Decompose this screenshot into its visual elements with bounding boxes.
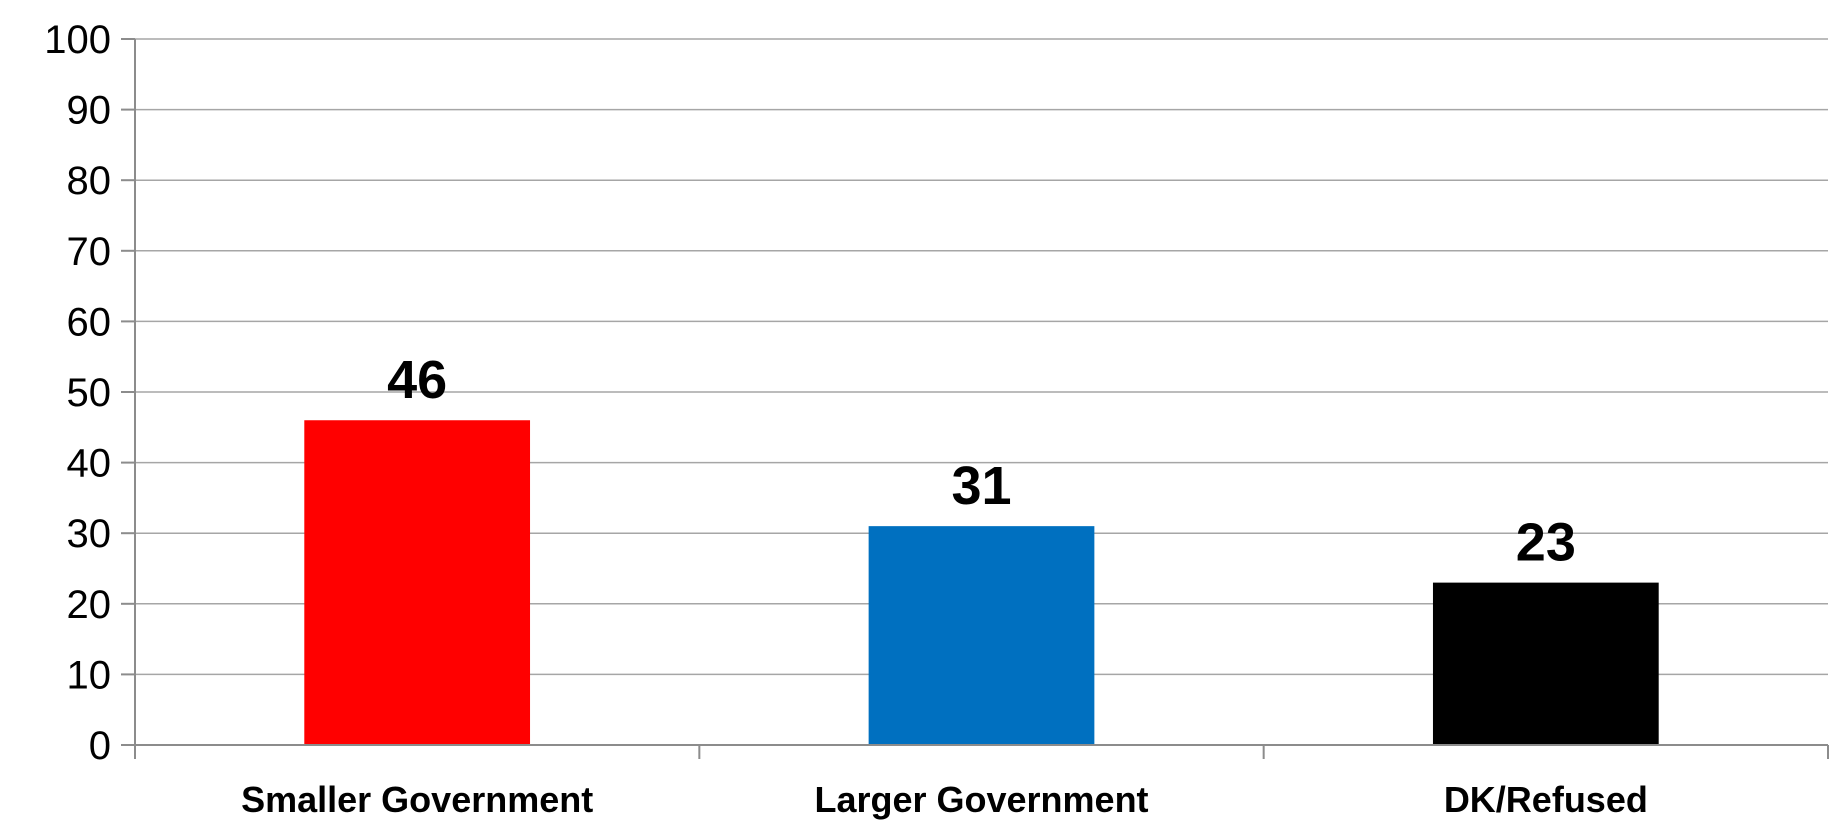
x-category-label: Smaller Government [241,779,593,820]
y-tick-label: 80 [67,159,112,203]
y-tick-label: 100 [44,18,111,62]
y-tick-label: 70 [67,230,112,274]
x-category-label: Larger Government [814,779,1148,820]
y-tick-label: 40 [67,442,112,486]
labels: 0 10 20 30 40 50 60 70 80 90 100 46 Smaller Governme… [44,18,1648,820]
y-tick-label: 30 [67,512,112,556]
bars [304,420,1659,745]
data-label: 23 [1516,513,1576,573]
x-category-label: DK/Refused [1444,779,1648,820]
bar-dk-refused [1432,582,1659,745]
bar-smaller-government [304,420,531,745]
y-tick-label: 60 [67,300,112,344]
y-tick-label: 0 [89,724,111,768]
bar-larger-government [868,526,1095,745]
data-label: 31 [951,456,1011,516]
y-tick-label: 90 [67,89,112,133]
data-label: 46 [387,350,447,410]
y-tick-label: 50 [67,371,112,415]
axes [121,38,1829,759]
y-tick-label: 10 [67,653,112,697]
y-tick-label: 20 [67,583,112,627]
